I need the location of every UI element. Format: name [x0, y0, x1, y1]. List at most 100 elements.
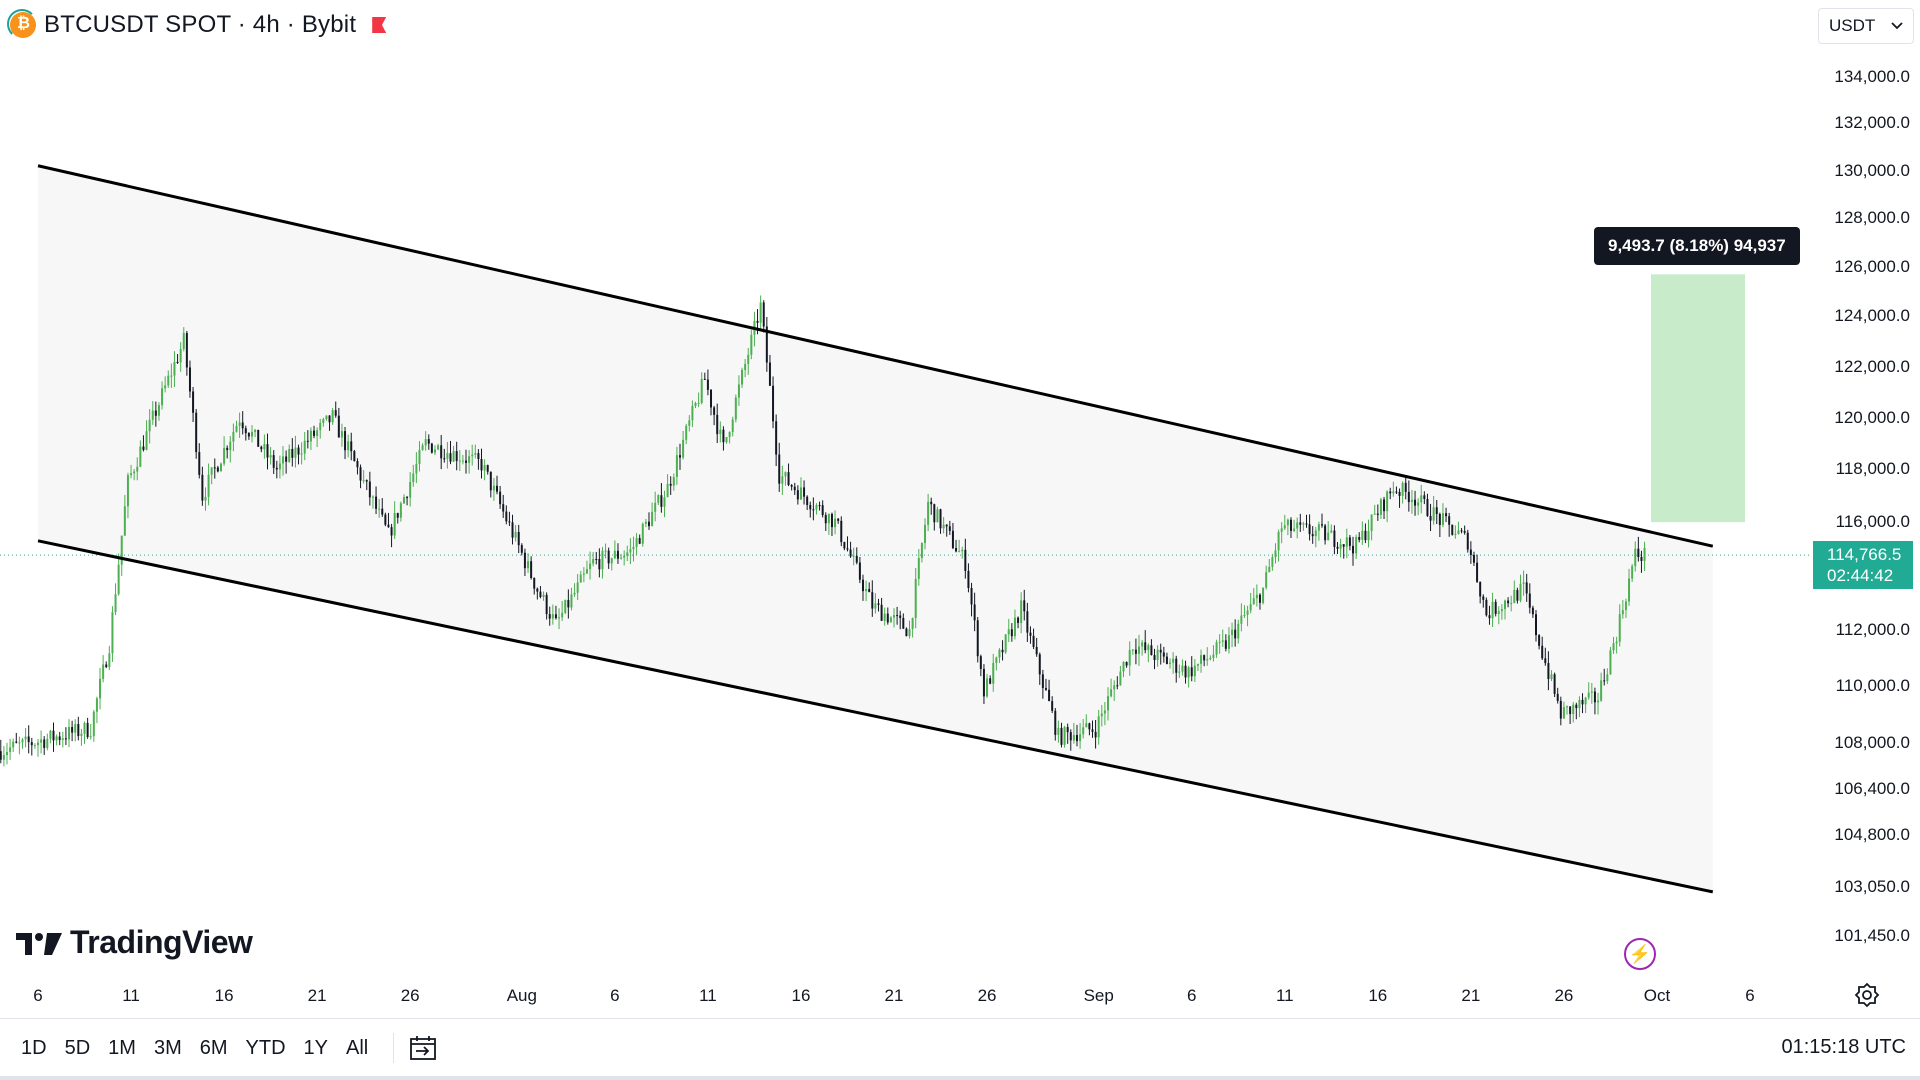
- channel-upper-line: [37, 164, 1714, 548]
- candle-body: [728, 431, 731, 438]
- candle-body: [458, 460, 461, 462]
- utc-clock[interactable]: 01:15:18 UTC: [1781, 1036, 1906, 1058]
- candle-body: [945, 524, 948, 527]
- candle-body: [861, 579, 864, 592]
- candle-body: [344, 431, 347, 451]
- price-tick-label: 110,000.0: [1835, 676, 1910, 695]
- candle-body: [1190, 667, 1193, 677]
- candle-body: [762, 302, 765, 327]
- settings-gear-icon[interactable]: [1854, 982, 1880, 1008]
- candle-body: [300, 453, 303, 455]
- range-button-1m[interactable]: 1M: [108, 1036, 136, 1059]
- price-tick-label: 104,800.0: [1834, 825, 1910, 845]
- candle-body: [1401, 482, 1404, 496]
- candle-body: [238, 422, 241, 426]
- candle-body: [1556, 693, 1559, 701]
- candle-body: [409, 481, 412, 498]
- candle-body: [911, 618, 914, 629]
- price-tick-label: 101,450.0: [1834, 925, 1910, 945]
- candle-body: [278, 463, 281, 470]
- candle-body: [446, 453, 449, 459]
- tradingview-logo[interactable]: TradingView: [16, 924, 253, 961]
- range-button-6m[interactable]: 6M: [199, 1036, 228, 1059]
- candle-body: [669, 483, 672, 486]
- candle-body: [1491, 601, 1494, 619]
- time-tick-label: Oct: [1643, 986, 1671, 1005]
- candle-body: [731, 419, 734, 432]
- candle-body: [269, 455, 272, 458]
- candle-body: [294, 447, 297, 458]
- candle-body: [812, 509, 815, 511]
- candle-body: [874, 603, 877, 609]
- time-axis[interactable]: 6 11 16 21 26 Aug 6 11 16 21 26 Sep 6 11 16 21 26 Oct 6: [0, 980, 1920, 1016]
- price-chart[interactable]: [0, 0, 1812, 980]
- candle-body: [452, 451, 455, 462]
- range-button-all[interactable]: All: [346, 1036, 369, 1059]
- candle-body: [185, 333, 188, 368]
- candle-body: [1547, 663, 1550, 680]
- candle-body: [1348, 537, 1351, 546]
- candle-body: [930, 501, 933, 505]
- candle-body: [948, 526, 951, 531]
- price-axis[interactable]: 134,000.0 132,000.0 130,000.0 128,000.0 126,…: [1812, 0, 1920, 980]
- candle-body: [415, 464, 418, 474]
- candle-body: [1404, 482, 1407, 492]
- candle-body: [821, 505, 824, 516]
- candle-body: [1131, 649, 1134, 651]
- time-tick-label: 11: [122, 986, 140, 1005]
- candle-body: [83, 722, 86, 734]
- candle-body: [1063, 727, 1066, 745]
- symbol-header[interactable]: BTCUSDT SPOT · 4h · Bybit: [7, 8, 387, 42]
- candle-body: [1497, 611, 1500, 614]
- calendar-goto-icon[interactable]: [408, 1033, 438, 1063]
- candle-body: [1082, 727, 1085, 735]
- candle-body: [982, 668, 985, 697]
- candle-body: [1587, 692, 1590, 698]
- candle-body: [1609, 650, 1612, 675]
- candle-body: [679, 455, 681, 458]
- candle-body: [120, 535, 123, 565]
- candle-body: [1020, 600, 1023, 623]
- candle-body: [170, 375, 173, 377]
- candle-body: [1153, 655, 1156, 660]
- candle-body: [927, 501, 930, 525]
- candle-body: [1280, 528, 1283, 532]
- candle-body: [1249, 604, 1252, 611]
- candle-body: [1333, 530, 1336, 547]
- range-button-ytd[interactable]: YTD: [245, 1036, 286, 1059]
- candle-body: [1643, 547, 1646, 561]
- candle-body: [691, 405, 694, 421]
- candle-body: [908, 628, 911, 637]
- candle-body: [1370, 514, 1373, 532]
- price-tick-label: 118,000.0: [1835, 459, 1910, 479]
- candle-body: [58, 736, 61, 740]
- candle-body: [213, 467, 216, 469]
- range-button-5d[interactable]: 5D: [64, 1036, 91, 1059]
- candle-body: [49, 730, 52, 739]
- candle-body: [1612, 643, 1615, 651]
- candle-body: [173, 361, 176, 376]
- range-button-3m[interactable]: 3M: [153, 1036, 182, 1059]
- candle-body: [68, 726, 71, 740]
- candle-body: [1252, 598, 1255, 605]
- candle-body: [1054, 710, 1057, 735]
- last-price-value: 114,766.5: [1827, 545, 1902, 565]
- candle-body: [21, 739, 24, 743]
- candle-body: [288, 448, 291, 462]
- candle-body: [1429, 515, 1432, 521]
- red-flag-icon[interactable]: [372, 17, 387, 33]
- candle-body: [610, 558, 613, 564]
- lightning-flash-icon[interactable]: ⚡: [1624, 938, 1656, 970]
- range-button-1y[interactable]: 1Y: [303, 1036, 329, 1059]
- candle-body: [114, 594, 117, 613]
- candle-body: [1107, 696, 1109, 711]
- currency-select[interactable]: USDT: [1818, 8, 1914, 44]
- candle-body: [936, 509, 939, 523]
- candle-body: [1001, 649, 1004, 653]
- candle-body: [1007, 629, 1010, 635]
- range-button-1d[interactable]: 1D: [21, 1036, 47, 1059]
- candle-body: [880, 604, 883, 621]
- symbol-title[interactable]: BTCUSDT SPOT · 4h · Bybit: [44, 11, 357, 38]
- candle-body: [483, 465, 486, 471]
- candle-body: [1451, 524, 1454, 535]
